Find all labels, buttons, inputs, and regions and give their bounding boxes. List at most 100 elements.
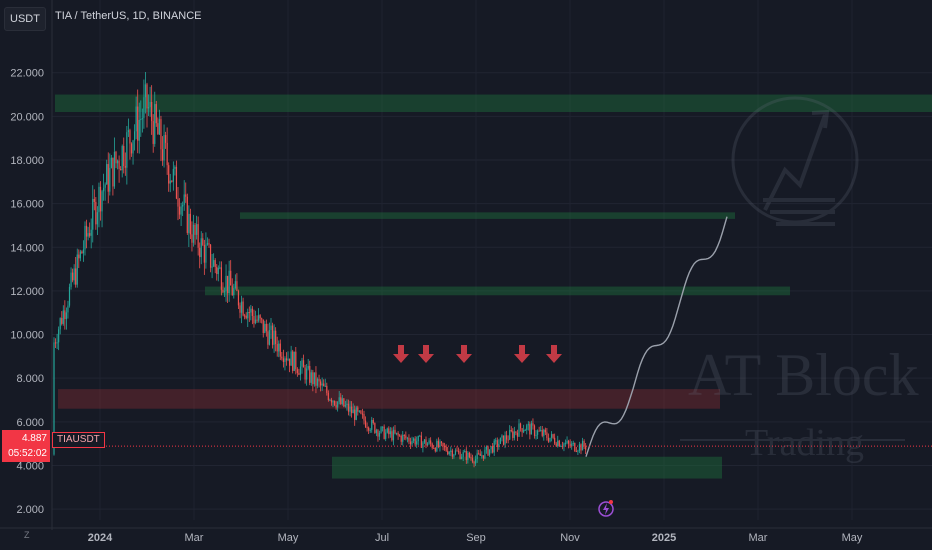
candle-body: [448, 451, 450, 455]
candle-body: [95, 201, 97, 225]
candle-body: [59, 318, 61, 330]
candle-body: [250, 308, 252, 313]
candle-body: [163, 135, 165, 161]
candle-body: [239, 305, 241, 313]
candle-body: [124, 166, 126, 168]
candle-body: [146, 84, 148, 109]
candle-body: [447, 450, 449, 455]
down-arrow-icon: [418, 345, 434, 363]
x-tick-label: May: [842, 532, 863, 544]
candle-body: [323, 383, 325, 387]
candle-body: [541, 430, 543, 436]
candle-body: [369, 429, 371, 431]
candle-body: [414, 438, 416, 445]
candle-body: [389, 431, 391, 435]
candle-body: [127, 130, 129, 133]
candle-body: [530, 423, 532, 435]
candle-body: [85, 225, 88, 237]
candle-body: [296, 369, 298, 373]
candle-body: [301, 360, 303, 367]
timezone-label[interactable]: Z: [24, 530, 30, 540]
candle-body: [546, 432, 548, 439]
candle-body: [240, 301, 243, 313]
candle-body: [273, 330, 275, 345]
svg-text:Trading: Trading: [745, 422, 864, 464]
candle-body: [267, 331, 269, 345]
candle-body: [236, 281, 238, 291]
candle-body: [123, 146, 125, 167]
candle-body: [413, 438, 415, 441]
candle-body: [101, 191, 103, 212]
candle-body: [585, 446, 587, 450]
candle-body: [568, 440, 570, 444]
candle-body: [564, 443, 567, 445]
candle-body: [518, 423, 520, 437]
currency-selector[interactable]: USDT: [4, 7, 46, 31]
support-zone: [240, 212, 735, 219]
candle-body: [208, 243, 210, 245]
candle-body: [408, 437, 410, 442]
candle-body: [237, 290, 240, 306]
candle-body: [180, 206, 182, 215]
candle-body: [285, 358, 288, 361]
candle-body: [183, 194, 185, 206]
candle-body: [335, 405, 337, 408]
candle-body: [261, 318, 263, 320]
candle-body: [182, 205, 184, 207]
candle-body: [583, 441, 585, 447]
candle-body: [147, 107, 150, 109]
candle-body: [144, 84, 147, 98]
candle-body: [566, 440, 568, 444]
candle-body: [411, 440, 413, 445]
candle-body: [547, 438, 550, 442]
candle-body: [523, 430, 525, 433]
candle-body: [104, 184, 106, 188]
candle-body: [464, 451, 466, 453]
candle-body: [61, 318, 63, 324]
candle-body: [103, 187, 105, 192]
candle-body: [161, 149, 164, 161]
candle-body: [521, 428, 523, 433]
candle-body: [58, 329, 60, 343]
candle-body: [578, 444, 581, 451]
candle-body: [487, 446, 489, 456]
candle-body: [230, 270, 232, 286]
candle-body: [155, 104, 157, 124]
candle-body: [295, 351, 297, 370]
candle-body: [488, 449, 491, 456]
candle-body: [262, 319, 264, 333]
candle-body: [177, 198, 179, 207]
candle-body: [214, 260, 216, 268]
candle-body: [192, 224, 195, 243]
candle-body: [231, 285, 233, 296]
candle-body: [248, 311, 250, 313]
candle-body: [256, 319, 258, 321]
lightning-icon[interactable]: [598, 500, 614, 517]
candle-body: [175, 166, 178, 199]
candle-body: [366, 427, 368, 429]
candle-body: [375, 430, 377, 433]
x-tick-label: Jul: [375, 532, 389, 544]
candle-body: [278, 343, 280, 352]
candle-body: [388, 428, 390, 435]
candle-body: [118, 160, 120, 169]
candle-body: [160, 119, 162, 150]
candle-body: [572, 442, 574, 444]
candle-body: [346, 403, 348, 406]
candle-body: [347, 403, 350, 412]
candle-body: [197, 224, 199, 248]
candle-body: [96, 212, 98, 225]
candle-body: [194, 224, 196, 235]
candle-body: [416, 441, 418, 445]
candle-body: [527, 424, 529, 426]
candle-body: [457, 451, 460, 453]
x-tick-label: Mar: [185, 532, 204, 544]
candle-body: [189, 213, 191, 235]
grid: [52, 0, 932, 520]
candle-body: [264, 323, 266, 333]
candle-body: [107, 164, 109, 192]
candle-body: [191, 234, 193, 243]
candle-body: [134, 131, 136, 141]
candle-body: [79, 251, 81, 259]
